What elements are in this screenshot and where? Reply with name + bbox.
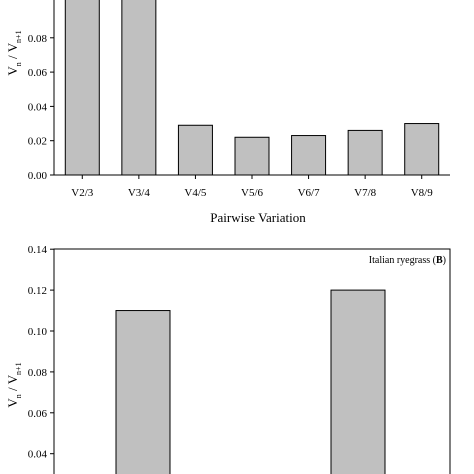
panel-a-x-tick-label: V2/3 xyxy=(71,187,94,199)
panel-a-x-tick-label: V5/6 xyxy=(241,187,264,199)
panel-b-bar xyxy=(330,289,386,474)
panel-a-y-tick-label: 0.08 xyxy=(28,33,48,45)
panel-a-bar xyxy=(291,135,327,176)
panel-a-bar xyxy=(121,0,157,176)
panel-a-bar xyxy=(404,123,440,176)
panel-a-y-tick-label: 0.06 xyxy=(28,67,48,79)
panel-a-bar xyxy=(64,0,100,176)
panel-a-x-tick-label: V4/5 xyxy=(184,187,207,199)
panel-b-y-tick-label: 0.14 xyxy=(28,244,48,256)
panel-a-x-axis-title: Pairwise Variation xyxy=(210,210,306,225)
panel-a-bar xyxy=(234,136,270,176)
panel-b-y-tick-label: 0.04 xyxy=(28,449,48,461)
panel-a-bar xyxy=(177,124,213,176)
panel-a-x-tick-label: V3/4 xyxy=(128,187,151,199)
panel-b-bar xyxy=(115,310,171,474)
panel-a-y-tick-label: 0.02 xyxy=(28,136,47,148)
panel-a-y-tick-label: 0.04 xyxy=(28,101,48,113)
panel-b-chart: 0.04 0.06 0.08 0.10 0.12 0.14 Italian ryegras… xyxy=(5,244,451,474)
panel-b-y-tick-label: 0.08 xyxy=(28,367,48,379)
panel-a-x-tick-label: V8/9 xyxy=(411,187,434,199)
panel-b-y-tick-label: 0.06 xyxy=(28,408,48,420)
panel-b-y-axis-title: Vn / Vn+1 xyxy=(5,362,23,407)
panel-a-bar xyxy=(347,129,383,176)
panel-b-frame xyxy=(53,248,451,474)
panel-a-x-tick-label: V7/8 xyxy=(354,187,377,199)
panel-b-y-tick-label: 0.12 xyxy=(28,285,47,297)
panel-a-y-axis-title: Vn / Vn+1 xyxy=(5,30,23,75)
panel-b-tag: Italian ryegrass (B) xyxy=(369,255,446,266)
panel-a-y-tick-label: 0.00 xyxy=(28,170,48,182)
panel-a-x-tick-label: V6/7 xyxy=(298,187,321,199)
panel-a-chart: 0.00 0.02 0.04 0.06 0.08 V2/3 V3/4 V4/5 V5/6 V6/… xyxy=(5,0,450,225)
panel-b-y-tick-label: 0.10 xyxy=(28,326,48,338)
